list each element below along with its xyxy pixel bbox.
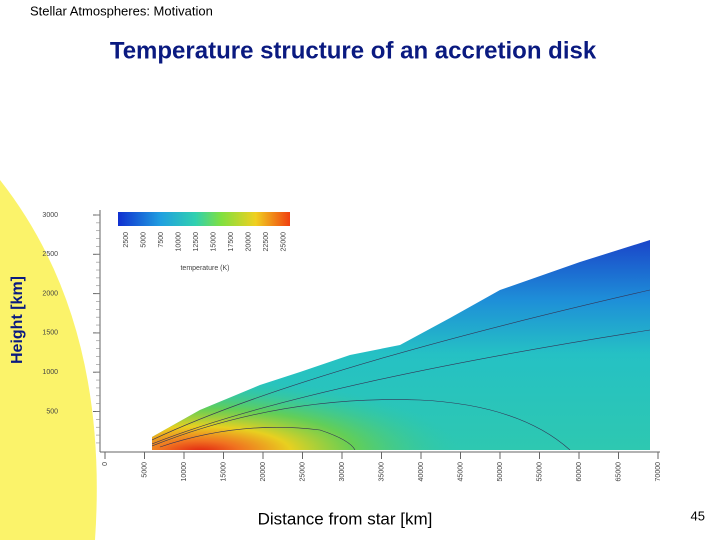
x-tick-label: 45000 [457,462,464,482]
x-tick-label: 60000 [576,462,583,482]
x-tick-label: 5000 [141,462,148,478]
x-tick-label: 10000 [181,462,188,482]
colorbar-tick-label: 12500 [193,232,200,252]
x-tick-label: 65000 [615,462,622,482]
x-tick-label: 25000 [299,462,306,482]
colorbar-tick-label: 10000 [175,232,182,252]
contour [152,329,650,445]
colorbar-tick-label: 17500 [228,232,235,252]
colorbar-tick-label: 20000 [245,232,252,252]
contour [152,399,571,450]
x-axis-label: Distance from star [km] [258,509,433,528]
colorbar-label: temperature (K) [180,265,229,272]
x-tick-label: 0 [102,462,109,466]
x-tick-label: 50000 [497,462,504,482]
y-tick-label: 2500 [42,251,58,258]
colorbar-tick-label: 7500 [158,232,165,248]
colorbar-tick-label: 2500 [123,232,130,248]
colorbar-tick-label: 22500 [263,232,270,252]
star-glow [0,180,97,540]
contour [159,427,356,450]
header: Stellar Atmospheres: Motivation [30,3,213,18]
x-tick-label: 55000 [536,462,543,482]
y-tick-label: 2000 [42,290,58,297]
y-tick-label: 3000 [42,212,58,219]
slide-title: Temperature structure of an accretion di… [110,37,597,64]
contour [152,289,650,441]
y-tick-label: 500 [46,408,58,415]
colorbar-tick-label: 25000 [280,232,287,252]
colorbar [118,212,290,226]
x-tick-label: 20000 [260,462,267,482]
y-axis-label: Height [km] [9,276,26,364]
x-tick-label: 35000 [378,462,385,482]
colorbar-tick-label: 5000 [140,232,147,248]
x-tick-label: 70000 [655,462,662,482]
x-tick-label: 40000 [418,462,425,482]
y-tick-label: 1000 [42,369,58,376]
y-tick-label: 1500 [42,330,58,337]
x-tick-label: 15000 [220,462,227,482]
page-number: 45 [691,508,705,523]
colorbar-tick-label: 15000 [210,232,217,252]
x-tick-label: 30000 [339,462,346,482]
